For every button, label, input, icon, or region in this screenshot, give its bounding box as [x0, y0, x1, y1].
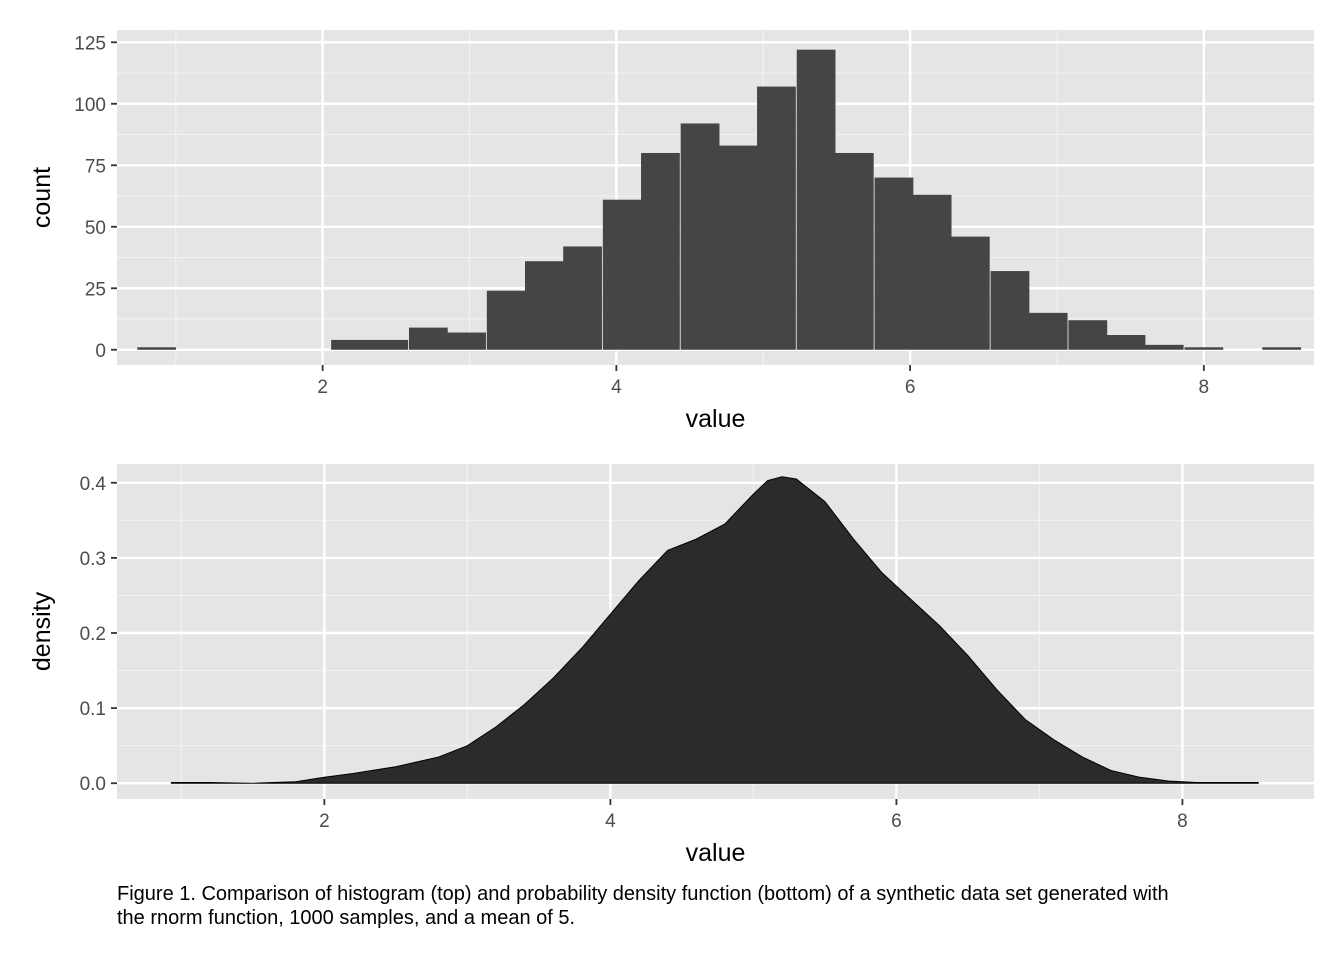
histogram-x-tick-label: 2: [317, 377, 328, 398]
histogram-y-tick-label: 75: [85, 156, 106, 177]
histogram-y-tick-label: 0: [95, 341, 106, 362]
histogram-x-tick-label: 4: [611, 377, 622, 398]
histogram-bar: [1144, 344, 1184, 350]
density-x-tick-label: 4: [605, 811, 616, 832]
caption-line-2: the rnorm function, 1000 samples, and a …: [117, 907, 576, 929]
histogram-x-tick-label: 6: [905, 377, 916, 398]
histogram-bar: [1184, 347, 1224, 350]
histogram-bar: [641, 152, 680, 350]
density-y-tick-label: 0.3: [80, 549, 106, 570]
density-x-tick-label: 6: [891, 811, 902, 832]
histogram-bar: [990, 271, 1030, 350]
histogram-bar: [408, 327, 448, 350]
histogram-bar: [1106, 334, 1146, 350]
histogram-y-tick-label: 100: [74, 95, 106, 116]
histogram-bar: [680, 123, 720, 350]
histogram-y-tick-label: 125: [74, 33, 106, 54]
histogram-bar: [950, 236, 990, 350]
density-y-tick-label: 0.4: [80, 474, 107, 495]
histogram-bar: [912, 194, 952, 350]
density-x-tick-label: 8: [1177, 811, 1188, 832]
histogram-y-tick-label: 50: [85, 218, 106, 239]
histogram-bar: [1068, 320, 1108, 350]
histogram-bar: [1028, 312, 1068, 350]
density-panel: 2 4 6 8 0.0 0.1 0.2 0.3 0.4 value density: [28, 464, 1314, 867]
histogram-bar: [369, 339, 409, 350]
histogram-bar: [331, 339, 370, 350]
density-y-tick-label: 0.1: [80, 699, 106, 720]
density-x-axis-title: value: [686, 839, 746, 867]
histogram-bar: [718, 145, 758, 350]
histogram-bar: [1262, 347, 1302, 350]
histogram-bar: [874, 177, 914, 350]
density-x-tick-label: 2: [319, 811, 330, 832]
caption-line-1: Figure 1. Comparison of histogram (top) …: [117, 883, 1169, 905]
histogram-x-axis-title: value: [686, 405, 746, 433]
histogram-panel: 2 4 6 8 0 25 50 75 100 125 value count: [28, 30, 1314, 433]
histogram-bar: [796, 49, 836, 350]
figure-caption: Figure 1. Comparison of histogram (top) …: [117, 882, 1344, 930]
density-density-area: [170, 476, 1259, 784]
histogram-bar: [602, 199, 642, 350]
histogram-bar: [137, 347, 177, 350]
histogram-bar: [447, 332, 486, 350]
histogram-y-tick-label: 25: [85, 279, 106, 300]
histogram-y-axis-title: count: [28, 167, 56, 228]
density-y-tick-label: 0.2: [80, 624, 106, 645]
density-y-tick-label: 0.0: [80, 774, 106, 795]
histogram-bar: [757, 86, 796, 350]
histogram-bar: [834, 152, 874, 350]
histogram-bar: [486, 290, 526, 350]
density-y-axis-title: density: [28, 591, 56, 671]
histogram-bar: [525, 261, 564, 350]
histogram-bar: [563, 246, 602, 350]
histogram-x-tick-label: 8: [1199, 377, 1210, 398]
